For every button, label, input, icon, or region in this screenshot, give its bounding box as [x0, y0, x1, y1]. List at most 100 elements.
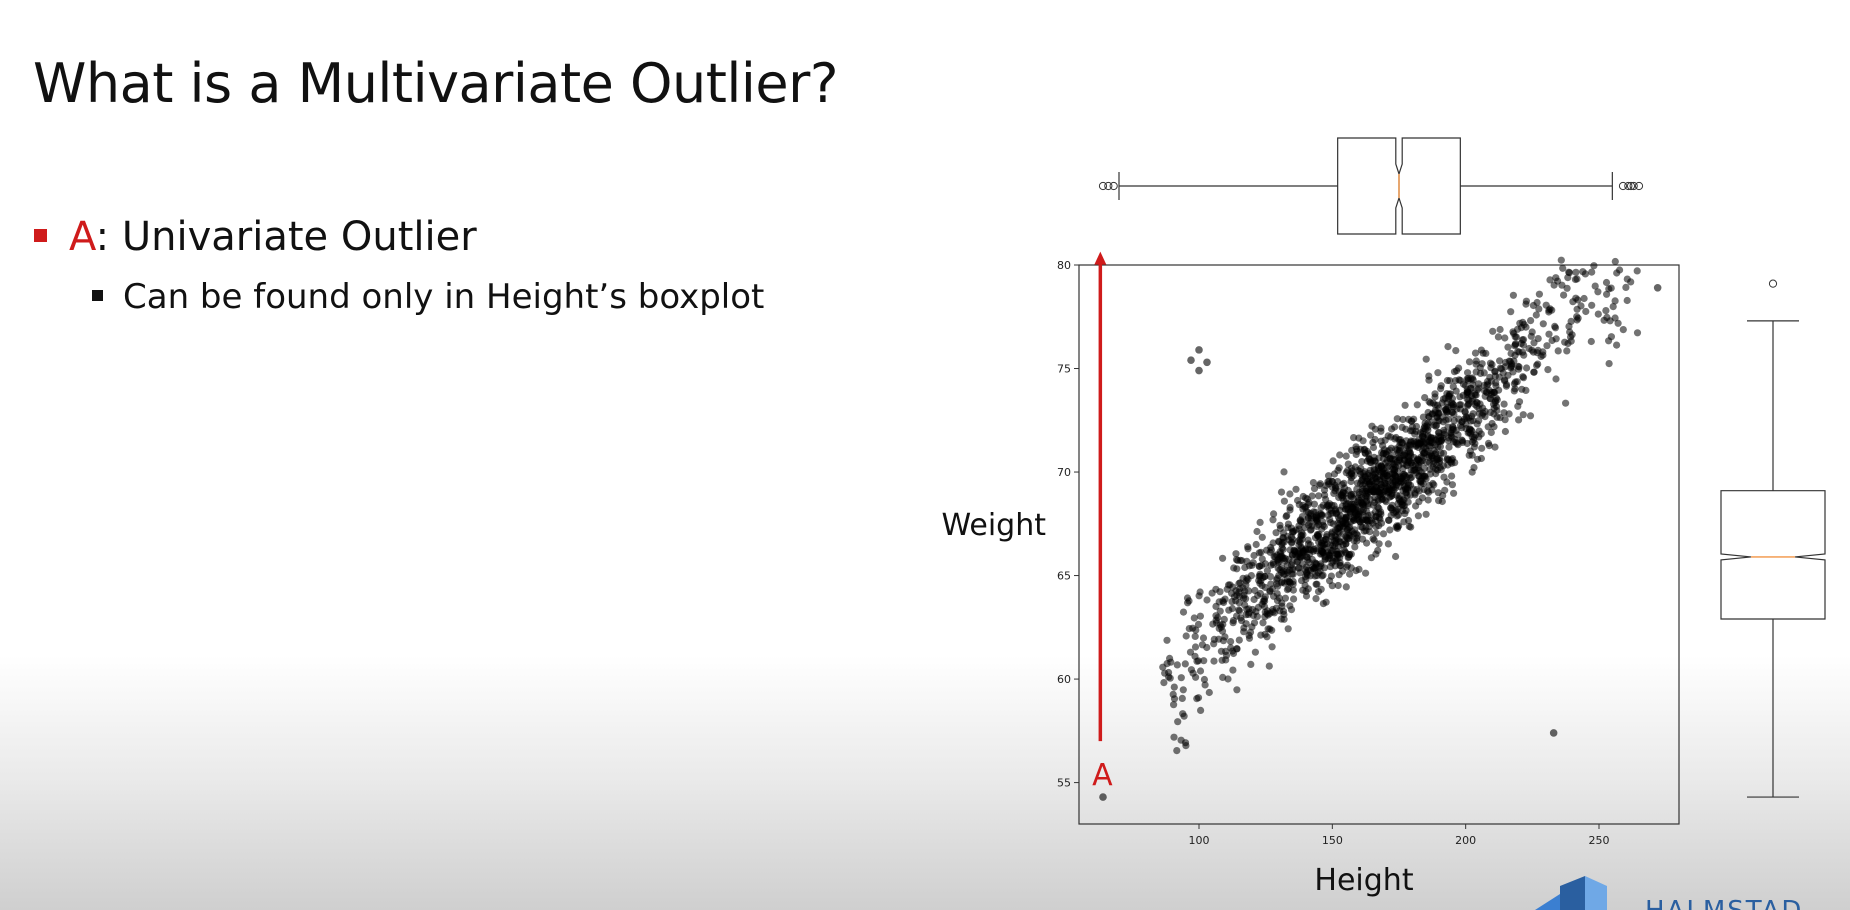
scatter-point — [1377, 427, 1385, 435]
scatter-point — [1342, 583, 1350, 591]
scatter-point — [1392, 481, 1401, 489]
scatter-point — [1286, 490, 1294, 498]
scatter-point — [1352, 445, 1361, 453]
y-tick-label: 55 — [1057, 777, 1071, 790]
scatter-point — [1441, 486, 1449, 494]
scatter-point — [1353, 510, 1361, 519]
box-left — [1337, 137, 1400, 235]
scatter-point — [1192, 626, 1200, 634]
scatter-point — [1392, 552, 1400, 561]
scatter-point — [1296, 553, 1304, 561]
scatter-point — [1177, 736, 1185, 744]
scatter-point — [1281, 594, 1289, 602]
scatter-point — [1334, 478, 1342, 486]
scatter-point — [1475, 380, 1483, 388]
red-square-bullet-icon — [34, 228, 47, 242]
scatter-point — [1235, 636, 1243, 644]
scatter-point — [1327, 572, 1335, 580]
scatter-point — [1522, 386, 1530, 394]
scatter-point — [1510, 329, 1518, 338]
flier — [1634, 181, 1644, 191]
scatter-point — [1602, 307, 1610, 315]
scatter-point — [1349, 517, 1357, 525]
scatter-point — [1191, 632, 1199, 641]
scatter-point — [1501, 334, 1509, 342]
scatter-point — [1384, 540, 1392, 548]
scatter-point — [1507, 308, 1515, 316]
scatter-point — [1307, 526, 1315, 534]
flier — [1624, 181, 1633, 191]
scatter-point — [1519, 341, 1528, 349]
scatter-point — [1448, 408, 1457, 416]
scatter-point — [1476, 400, 1484, 408]
scatter-point — [1368, 478, 1376, 486]
scatter-point — [1279, 607, 1288, 615]
scatter-point — [1334, 466, 1342, 474]
scatter-point — [1405, 441, 1414, 449]
scatter-point — [1235, 599, 1243, 607]
box — [1720, 490, 1826, 620]
scatter-point — [1225, 606, 1233, 614]
scatter-point — [1426, 449, 1434, 457]
scatter-point — [1449, 401, 1457, 409]
scatter-point — [1529, 301, 1537, 310]
scatter-point — [1342, 514, 1350, 522]
scatter-point — [1502, 382, 1510, 390]
scatter-point — [1594, 310, 1602, 318]
scatter-point — [1494, 333, 1502, 341]
scatter-point — [1431, 441, 1439, 449]
scatter-point — [1233, 565, 1241, 573]
scatter-point — [1285, 536, 1293, 544]
scatter-point — [1539, 351, 1547, 359]
scatter-point — [1449, 383, 1457, 391]
scatter-point — [1571, 275, 1579, 284]
scatter-point — [1163, 660, 1171, 668]
scatter-point — [1247, 660, 1255, 669]
scatter-point — [1200, 675, 1208, 684]
black-square-bullet-icon — [92, 290, 103, 301]
scatter-point — [1367, 431, 1375, 439]
scatter-point — [1289, 580, 1297, 588]
scatter-point — [1561, 338, 1569, 346]
scatter-point — [1519, 374, 1528, 382]
scatter-point — [1182, 742, 1190, 750]
scatter-point — [1456, 401, 1464, 409]
scatter-point — [1404, 516, 1413, 525]
flier — [1098, 181, 1108, 191]
scatter-point — [1283, 511, 1291, 520]
x-tick-label: 150 — [1322, 834, 1343, 847]
scatter-point — [1200, 657, 1208, 665]
scatter-points — [1099, 256, 1662, 801]
scatter-point — [1473, 420, 1481, 428]
scatter-point — [1304, 500, 1312, 508]
scatter-point — [1259, 619, 1267, 627]
scatter-point — [1545, 308, 1553, 316]
scatter-point — [1544, 366, 1552, 374]
scatter-point — [1243, 557, 1251, 566]
scatter-point — [1509, 368, 1517, 376]
scatter-point — [1582, 307, 1590, 316]
scatter-point — [1450, 489, 1458, 497]
scatter-point — [1224, 675, 1232, 683]
scatter-point — [1233, 686, 1241, 694]
scatter-point — [1229, 617, 1237, 625]
bullet-key-a: A — [69, 214, 96, 260]
scatter-point — [1313, 522, 1321, 531]
scatter-point — [1414, 512, 1422, 520]
scatter-point — [1452, 377, 1460, 385]
scatter-point — [1434, 410, 1442, 418]
scatter-point — [1535, 290, 1543, 298]
scatter-point — [1218, 627, 1227, 635]
scatter-point — [1258, 533, 1266, 541]
scatter-point — [1334, 535, 1342, 543]
scatter-point — [1465, 358, 1474, 366]
scatter-point — [1602, 278, 1611, 287]
sub-bullet-height-boxplot: Can be found only in Height’s boxplot — [92, 277, 764, 317]
scatter-point — [1260, 602, 1269, 611]
scatter-point — [1292, 485, 1300, 493]
scatter-point — [1491, 397, 1499, 405]
scatter-point — [1304, 585, 1312, 593]
scatter-point — [1444, 343, 1452, 351]
scatter-point — [1335, 529, 1343, 537]
scatter-point — [1611, 314, 1619, 322]
